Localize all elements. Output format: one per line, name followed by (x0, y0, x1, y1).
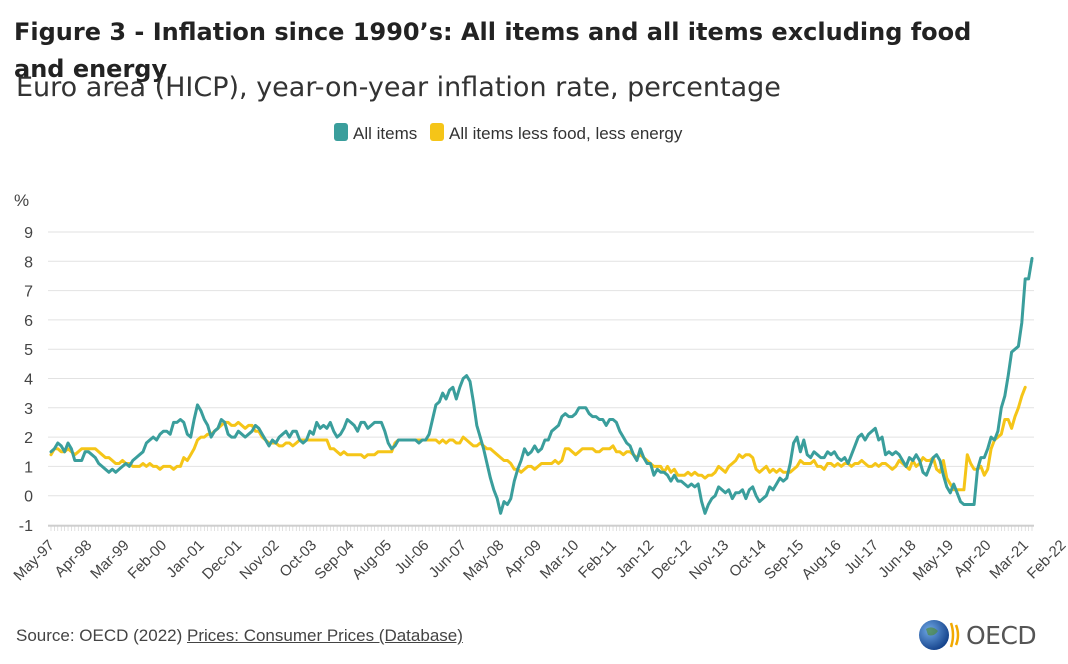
y-tick-label: 6 (24, 313, 33, 330)
x-tick-label: Apr-20 (951, 537, 995, 581)
y-tick-label: -1 (19, 518, 33, 535)
x-tick-label: Mar-10 (537, 537, 583, 583)
y-tick-label: 4 (24, 372, 33, 389)
legend-label-1: All items less food, less energy (449, 124, 683, 143)
y-tick-label: 9 (24, 225, 33, 242)
oecd-logo-text: OECD (966, 620, 1037, 650)
legend-swatch-1 (430, 123, 444, 141)
x-tick-label: Aug-16 (798, 537, 844, 583)
y-axis-label: % (14, 191, 29, 210)
y-axis-ticks: 9 8 7 6 5 4 3 2 1 0 -1 (19, 225, 33, 535)
x-tick-label: Feb-11 (575, 537, 620, 582)
legend: All items All items less food, less energ… (334, 123, 683, 143)
y-tick-label: 5 (24, 342, 33, 359)
y-tick-label: 8 (24, 254, 33, 271)
chart-title: Figure 3 - Inflation since 1990’s: All i… (14, 18, 972, 83)
x-tick-label: Mar-99 (87, 537, 133, 583)
x-tick-label: Dec-12 (649, 537, 695, 583)
x-tick-label: Jan-01 (163, 537, 207, 581)
x-axis: May-97Apr-98Mar-99Feb-00Jan-01Dec-01Nov-… (10, 525, 1068, 584)
grid (48, 231, 1034, 526)
line-chart: All items All items less food, less energ… (10, 123, 1068, 584)
x-tick-label: Feb-00 (125, 537, 171, 583)
oecd-globe-icon (919, 620, 960, 650)
series-line-0 (49, 256, 1034, 515)
y-tick-label: 0 (24, 489, 33, 506)
series-lines (49, 256, 1034, 515)
chart-subtitle: Euro area (HICP), year-on-year inflation… (16, 72, 781, 103)
x-tick-label: Aug-05 (349, 537, 395, 583)
y-tick-label: 3 (24, 401, 33, 418)
x-tick-label: Jul-17 (841, 537, 882, 578)
x-tick-label: May-19 (910, 537, 957, 584)
x-tick-label: Jan-12 (613, 537, 657, 581)
legend-swatch-0 (334, 123, 348, 141)
x-tick-label: May-08 (460, 537, 507, 584)
source-note: Source: OECD (2022) Prices: Consumer Pri… (16, 626, 463, 646)
y-tick-label: 7 (24, 284, 33, 301)
x-tick-label: Nov-13 (686, 537, 732, 583)
source-link[interactable]: Prices: Consumer Prices (Database) (187, 626, 463, 645)
x-tick-label: Dec-01 (199, 537, 245, 583)
oecd-logo: OECD (918, 617, 1037, 653)
x-tick-label: Sep-04 (311, 537, 357, 583)
x-tick-label: Sep-15 (761, 537, 807, 583)
y-tick-label: 2 (24, 430, 33, 447)
x-tick-label: Jul-06 (392, 537, 433, 578)
source-text: Source: OECD (2022) (16, 626, 188, 645)
x-tick-label: Feb-22 (1024, 537, 1068, 583)
x-tick-label: Apr-09 (501, 537, 545, 581)
x-tick-label: May-97 (10, 537, 57, 584)
x-tick-label: Nov-02 (236, 537, 282, 583)
x-tick-label: Mar-21 (986, 537, 1032, 583)
y-tick-label: 1 (24, 459, 33, 476)
x-tick-label: Apr-98 (51, 537, 95, 581)
legend-label-0: All items (353, 124, 417, 143)
